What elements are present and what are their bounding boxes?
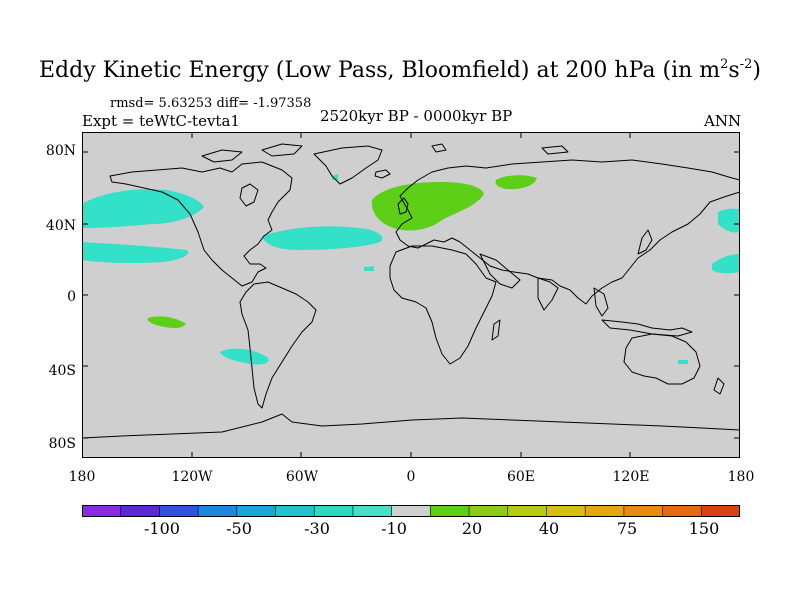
season-label: ANN (704, 112, 742, 130)
coast-africa (389, 245, 497, 365)
y-label-80s: 80S (48, 436, 76, 452)
rmsd-diff-stats: rmsd= 5.63253 diff= -1.97358 (110, 96, 312, 111)
x-label-180e: 180 (727, 469, 755, 485)
colorbar-label-75: 75 (616, 519, 638, 538)
colorbar-cell (585, 505, 625, 517)
coast-australia (623, 333, 701, 385)
x-label-60e: 60E (506, 469, 536, 485)
neg-anomaly-patch-atlantic (364, 266, 374, 271)
colorbar-label-n30: -30 (304, 519, 330, 538)
coast-hudson-bay (239, 183, 259, 207)
colorbar-cell (159, 505, 199, 517)
colorbar-cell (430, 505, 470, 517)
coast-arctic-islands (201, 143, 303, 163)
colorbar-cell (662, 505, 702, 517)
neg-anomaly-nwpacific-low (712, 254, 740, 274)
coast-north-america (109, 161, 293, 287)
colorbar-cell (352, 505, 393, 517)
neg-anomaly-natlantic (262, 226, 383, 250)
neg-anomaly-npacific (82, 189, 204, 228)
colorbar-cell (623, 505, 664, 517)
colorbar-cell (120, 505, 160, 517)
eke-difference-map (82, 132, 740, 458)
coast-indonesia (601, 319, 693, 337)
colorbar-label-n100: -100 (144, 519, 180, 538)
y-label-40n: 40N (45, 218, 76, 234)
coast-arabia (479, 253, 521, 289)
period-label: 2520kyr BP - 0000kyr BP (320, 107, 513, 125)
coast-uk (397, 197, 409, 215)
coast-iceland (374, 169, 391, 179)
colorbar (82, 505, 740, 517)
colorbar-label-n10: -10 (381, 519, 407, 538)
coast-greenland (313, 145, 383, 185)
pos-anomaly-europe (371, 182, 484, 231)
map-background (82, 132, 740, 458)
coast-south-america (239, 281, 317, 409)
colorbar-cell (236, 505, 277, 517)
colorbar-label-20: 20 (461, 519, 483, 538)
y-label-equator: 0 (67, 289, 76, 305)
colorbar-cell (701, 505, 740, 517)
anomaly-regions (82, 174, 740, 365)
colorbar-label-150: 150 (688, 519, 720, 538)
colorbar-label-n50: -50 (226, 519, 252, 538)
coast-europe (395, 159, 740, 305)
y-label-40s: 40S (48, 363, 76, 379)
colorbar-cell (469, 505, 509, 517)
experiment-label: Expt = teWtC-tevta1 (82, 112, 240, 130)
coast-antarctica (82, 413, 740, 458)
colorbar-frame (82, 505, 740, 517)
colorbar-cell (507, 505, 547, 517)
colorbar-cell (82, 505, 122, 517)
coast-svalbard (431, 143, 569, 155)
coast-india (537, 277, 559, 311)
neg-anomaly-patch-indian (678, 360, 688, 364)
y-label-80n: 80N (45, 143, 76, 159)
neg-anomaly-spacific (220, 348, 269, 365)
coast-southeast-asia (593, 287, 609, 317)
x-label-120w: 120W (171, 469, 213, 485)
neg-anomaly-npacific-east (82, 242, 189, 264)
colorbar-label-40: 40 (538, 519, 560, 538)
coastlines (82, 143, 740, 458)
colorbar-cell (198, 505, 238, 517)
neg-anomaly-patch-arctic (332, 174, 338, 180)
coast-madagascar (491, 319, 501, 341)
colorbar-cell (275, 505, 315, 517)
colorbar-cell (391, 505, 431, 517)
colorbar-cells (82, 505, 740, 517)
x-label-180w: 180 (68, 469, 96, 485)
x-label-60w: 60W (285, 469, 319, 485)
pos-anomaly-spacific (147, 316, 186, 329)
coast-japan (637, 229, 653, 255)
x-label-0: 0 (406, 469, 416, 485)
colorbar-cell (546, 505, 586, 517)
plot-title: Eddy Kinetic Energy (Low Pass, Bloomfiel… (39, 57, 761, 83)
map-ticks (82, 132, 740, 458)
colorbar-cell (314, 505, 354, 517)
coast-new-zealand (713, 377, 725, 395)
x-label-120e: 120E (612, 469, 650, 485)
pos-anomaly-siberia (495, 175, 537, 190)
neg-anomaly-nwpacific (718, 208, 740, 233)
